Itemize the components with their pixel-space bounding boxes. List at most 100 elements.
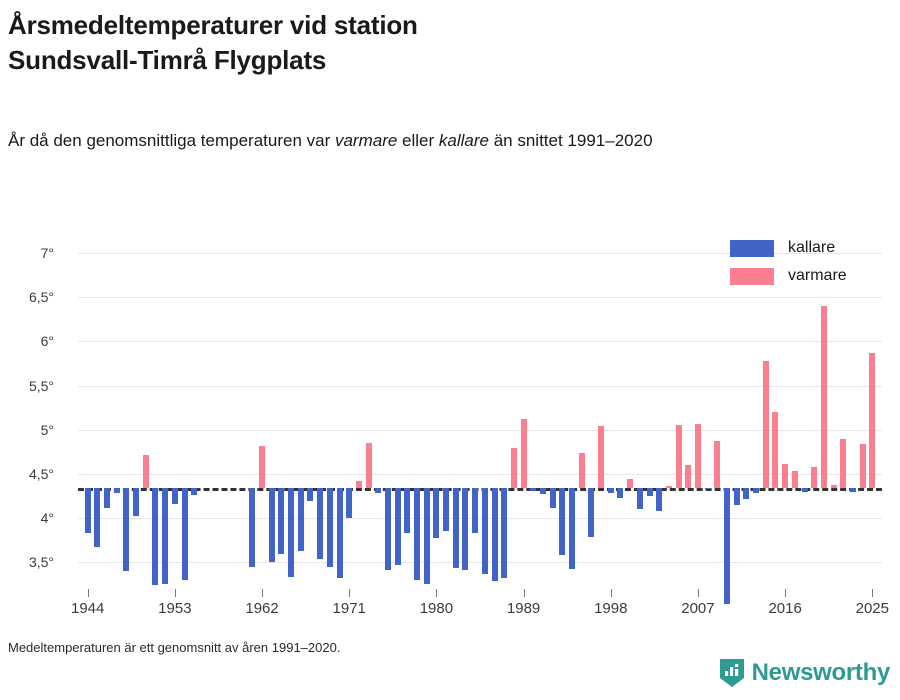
bar-2020[interactable] — [820, 305, 827, 489]
bar-1971[interactable] — [346, 488, 353, 519]
bar-1976[interactable] — [394, 488, 401, 566]
y-axis-tick-label: 5° — [40, 421, 54, 438]
legend-item-varmare[interactable]: varmare — [730, 262, 847, 290]
legend-swatch-icon — [730, 239, 774, 257]
bar-1994[interactable] — [569, 488, 576, 569]
bar-2021[interactable] — [830, 484, 837, 489]
bar-1974[interactable] — [375, 488, 382, 494]
bar-1955[interactable] — [191, 488, 198, 496]
bar-1946[interactable] — [104, 488, 111, 508]
bar-1988[interactable] — [510, 448, 517, 489]
x-axis-tick-label: 2016 — [768, 600, 802, 617]
x-axis-tick — [87, 589, 89, 597]
bar-2010[interactable] — [724, 488, 730, 605]
bar-1979[interactable] — [423, 488, 430, 584]
bar-2006[interactable] — [685, 465, 692, 489]
x-axis: 1944 1953 1962 1971 1980 1989 1998 2007 2016 2025 — [71, 589, 889, 639]
bar-2017[interactable] — [791, 471, 798, 489]
bar-2013[interactable] — [753, 488, 760, 493]
bar-1975[interactable] — [384, 488, 391, 570]
newsworthy-logo[interactable]: Newsworthy — [719, 658, 890, 688]
bar-2023[interactable] — [849, 488, 856, 492]
bar-1945[interactable] — [94, 488, 101, 548]
bar-1999[interactable] — [617, 488, 624, 498]
bar-2011[interactable] — [733, 488, 740, 505]
x-axis-tick — [523, 589, 525, 597]
bar-2015[interactable] — [772, 412, 779, 489]
bar-1947[interactable] — [113, 488, 120, 494]
bar-2012[interactable] — [743, 488, 750, 499]
y-axis-tick-label: 5,5° — [28, 377, 54, 394]
bar-1950[interactable] — [142, 454, 149, 489]
bar-1961[interactable] — [249, 488, 256, 567]
subtitle-emphasis-warmer: varmare — [334, 131, 398, 150]
x-axis-tick — [262, 589, 264, 597]
bar-2001[interactable] — [636, 488, 643, 510]
bar-1954[interactable] — [181, 488, 188, 581]
bar-1978[interactable] — [414, 488, 421, 581]
bar-1944[interactable] — [84, 488, 91, 534]
bar-1970[interactable] — [336, 488, 343, 579]
bar-2025[interactable] — [869, 352, 876, 489]
bar-1949[interactable] — [133, 488, 140, 516]
x-axis-tick — [436, 589, 438, 597]
legend-swatch-icon — [730, 267, 774, 285]
bar-2000[interactable] — [627, 479, 634, 489]
bar-1980[interactable] — [433, 488, 440, 538]
bar-1967[interactable] — [307, 488, 314, 502]
bar-2009[interactable] — [714, 441, 721, 489]
bar-1983[interactable] — [462, 488, 469, 571]
bar-1986[interactable] — [491, 488, 498, 582]
x-axis-tick-label: 2025 — [855, 600, 889, 617]
bar-1953[interactable] — [171, 488, 178, 505]
bar-1969[interactable] — [326, 488, 333, 567]
bar-1981[interactable] — [443, 488, 450, 531]
bar-2004[interactable] — [665, 485, 672, 489]
gridline — [78, 252, 882, 254]
bar-1963[interactable] — [268, 488, 275, 562]
bar-2014[interactable] — [762, 360, 769, 489]
bar-1973[interactable] — [365, 443, 372, 489]
bar-1982[interactable] — [452, 488, 459, 568]
bar-1987[interactable] — [501, 488, 508, 579]
y-axis-tick-label: 6° — [40, 333, 54, 350]
bar-1977[interactable] — [404, 488, 411, 534]
bar-1995[interactable] — [578, 452, 585, 489]
bar-1992[interactable] — [549, 488, 556, 508]
bar-1985[interactable] — [481, 488, 488, 574]
gridline — [78, 518, 882, 520]
bar-2019[interactable] — [811, 466, 818, 489]
bar-2024[interactable] — [859, 443, 866, 489]
bar-1948[interactable] — [123, 488, 130, 572]
bar-1993[interactable] — [559, 488, 566, 556]
bar-2003[interactable] — [656, 488, 663, 512]
bar-1968[interactable] — [317, 488, 324, 559]
bar-2022[interactable] — [840, 438, 847, 489]
bar-1984[interactable] — [472, 488, 479, 534]
bar-2005[interactable] — [675, 425, 682, 489]
bar-1962[interactable] — [259, 445, 266, 489]
bar-1996[interactable] — [588, 488, 595, 537]
legend-item-kallare[interactable]: kallare — [730, 234, 847, 262]
bar-1966[interactable] — [297, 488, 304, 551]
bar-1990[interactable] — [530, 488, 537, 491]
bar-1989[interactable] — [520, 419, 527, 489]
gridline — [78, 562, 882, 564]
bar-1991[interactable] — [539, 488, 546, 495]
bar-2007[interactable] — [694, 424, 701, 489]
bar-1998[interactable] — [607, 488, 614, 494]
bar-1997[interactable] — [598, 426, 605, 489]
bar-1951[interactable] — [152, 488, 159, 586]
bar-1952[interactable] — [162, 488, 169, 584]
bar-2018[interactable] — [801, 488, 808, 492]
x-axis-tick-label: 1998 — [594, 600, 628, 617]
bar-2008[interactable] — [704, 488, 711, 490]
bar-1964[interactable] — [278, 488, 285, 554]
chart-legend: kallare varmare — [730, 234, 847, 290]
bar-2002[interactable] — [646, 488, 653, 497]
bar-1965[interactable] — [288, 488, 295, 577]
bar-2016[interactable] — [782, 464, 789, 489]
bar-1972[interactable] — [355, 481, 362, 489]
x-axis-tick-label: 1989 — [506, 600, 541, 617]
